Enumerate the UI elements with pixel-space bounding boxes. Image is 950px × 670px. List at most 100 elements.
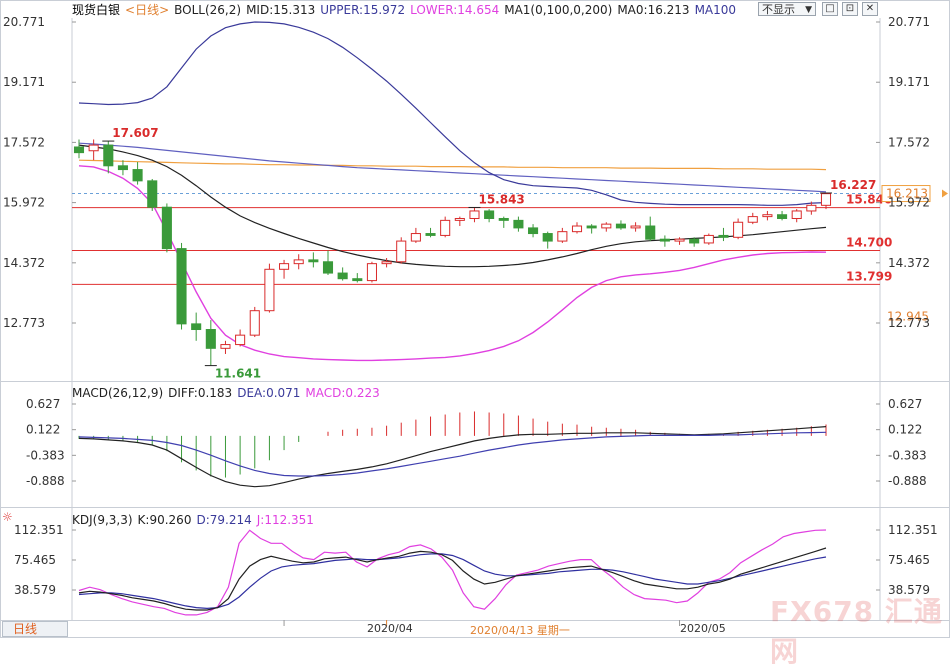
candle-body	[176, 248, 187, 325]
price-tick-label-right: 20.771	[888, 15, 930, 29]
kdj-j: J:112.351	[256, 513, 314, 527]
price-tick-label-right: 14.372	[888, 256, 930, 270]
candle-body	[117, 165, 128, 171]
candle-body	[161, 206, 172, 250]
candle-body	[308, 259, 319, 263]
period-tab[interactable]: 日线	[2, 621, 68, 637]
price-header: 现货白银 <日线> BOLL(26,2) MID:15.313 UPPER:15.972…	[72, 1, 741, 19]
chart-frame	[0, 0, 950, 638]
extreme-label: 15.843	[478, 192, 524, 206]
chevron-down-icon: ▼	[805, 5, 812, 15]
current-price-tag: 16.213	[886, 187, 928, 201]
macd-dea-line	[78, 431, 827, 477]
price-tick-label-left: 12.773	[3, 316, 45, 330]
price-tick-label-right: 12.773	[888, 316, 930, 330]
maximize-button[interactable]: ⊡	[842, 2, 858, 16]
minimize-button[interactable]: □	[822, 2, 838, 16]
price-tick-label-left: 20.771	[3, 15, 45, 29]
candle-body	[528, 227, 539, 235]
macd-tick-label-right: 0.627	[888, 397, 922, 411]
period-tag: <日线>	[125, 3, 170, 17]
candle-body	[791, 210, 802, 219]
candle-body	[645, 225, 656, 240]
price-tick-label-right: 17.572	[888, 135, 930, 149]
boll-lower: LOWER:14.654	[410, 3, 500, 17]
candle-body	[484, 210, 495, 219]
macd-tick-label-right: -0.383	[888, 448, 927, 462]
candle-body	[601, 223, 612, 229]
extreme-label: 16.227	[830, 178, 876, 192]
kdj-tick-label-left: 75.465	[14, 553, 56, 567]
ma-label: MA1(0,100,0,200)	[504, 3, 613, 17]
candle-body	[264, 268, 275, 312]
display-dropdown-label: 不显示	[762, 3, 795, 16]
watermark: FX678 汇通网	[770, 595, 943, 668]
close-icon: ✕	[865, 3, 875, 14]
candle-body	[689, 238, 700, 244]
macd-tick-label-left: -0.888	[26, 474, 65, 488]
candle-body	[220, 344, 231, 349]
candle-body	[293, 259, 304, 265]
price-level-label: 13.799	[846, 269, 892, 283]
close-button[interactable]: ✕	[862, 2, 878, 16]
date-label-april: 2020/04	[367, 622, 413, 635]
candle-body	[410, 233, 421, 242]
boll-mid-line	[78, 144, 827, 268]
candle-body	[249, 310, 260, 336]
date-label-may: 2020/05	[680, 622, 726, 635]
candle-body	[103, 144, 114, 167]
candle-body	[733, 221, 744, 238]
period-tab-label: 日线	[13, 622, 38, 636]
price-tick-label-left: 14.372	[3, 256, 45, 270]
kdj-d-line	[78, 553, 827, 610]
kdj-header: KDJ(9,3,3) K:90.260 D:79.214 J:112.351	[72, 511, 319, 529]
extreme-label: 11.641	[215, 367, 261, 381]
date-label-cursor: 2020/04/13 星期一	[470, 624, 570, 637]
candle-body	[674, 238, 685, 242]
kdj-label: KDJ(9,3,3)	[72, 513, 133, 527]
candle-body	[747, 216, 758, 223]
kdj-k-line	[78, 547, 827, 611]
candle-body	[191, 323, 202, 331]
candle-body	[73, 146, 85, 154]
boll-mid: MID:15.313	[246, 3, 316, 17]
candle-body	[279, 263, 290, 270]
macd-tick-label-left: -0.383	[26, 448, 65, 462]
candle-body	[88, 144, 99, 152]
macd-value: MACD:0.223	[305, 386, 380, 400]
candle-body	[557, 231, 568, 242]
candle-body	[337, 272, 348, 280]
candle-body	[381, 261, 392, 265]
macd-header: MACD(26,12,9) DIFF:0.183 DEA:0.071 MACD:0.2…	[72, 384, 385, 402]
candle-body	[571, 225, 583, 233]
settings-icon[interactable]: ☼	[2, 510, 13, 524]
candle-body	[806, 204, 817, 212]
candle-body	[586, 225, 597, 229]
candle-body	[820, 193, 832, 206]
display-dropdown[interactable]: 不显示 ▼	[758, 2, 816, 16]
kdj-tick-label-left: 112.351	[14, 523, 64, 537]
macd-dea: DEA:0.071	[237, 386, 301, 400]
price-tick-label-left: 15.972	[3, 196, 45, 210]
candle-body	[659, 238, 670, 242]
minimize-icon: □	[825, 3, 835, 14]
price-tick-label-right: 15.972	[888, 196, 930, 210]
kdj-d: D:79.214	[196, 513, 252, 527]
candle-body	[498, 217, 509, 221]
right-low-label: 12.945	[887, 310, 929, 324]
macd-label: MACD(26,12,9)	[72, 386, 164, 400]
candle-body	[777, 214, 788, 219]
candle-body	[454, 217, 465, 221]
boll-lower-line	[78, 165, 827, 362]
price-level-label: 15.840	[846, 193, 892, 207]
macd-tick-label-right: 0.122	[888, 423, 922, 437]
chart-svg: 15.840 14.700 13.799 16.213 12.945 17.607 11.6…	[0, 0, 950, 638]
candle-body	[718, 234, 729, 238]
macd-tick-label-left: 0.122	[26, 423, 60, 437]
price-level-label: 14.700	[846, 235, 892, 249]
kdj-k: K:90.260	[137, 513, 192, 527]
boll-upper: UPPER:15.972	[320, 3, 406, 17]
boll-label: BOLL(26,2)	[174, 3, 242, 17]
candle-body	[440, 219, 451, 236]
